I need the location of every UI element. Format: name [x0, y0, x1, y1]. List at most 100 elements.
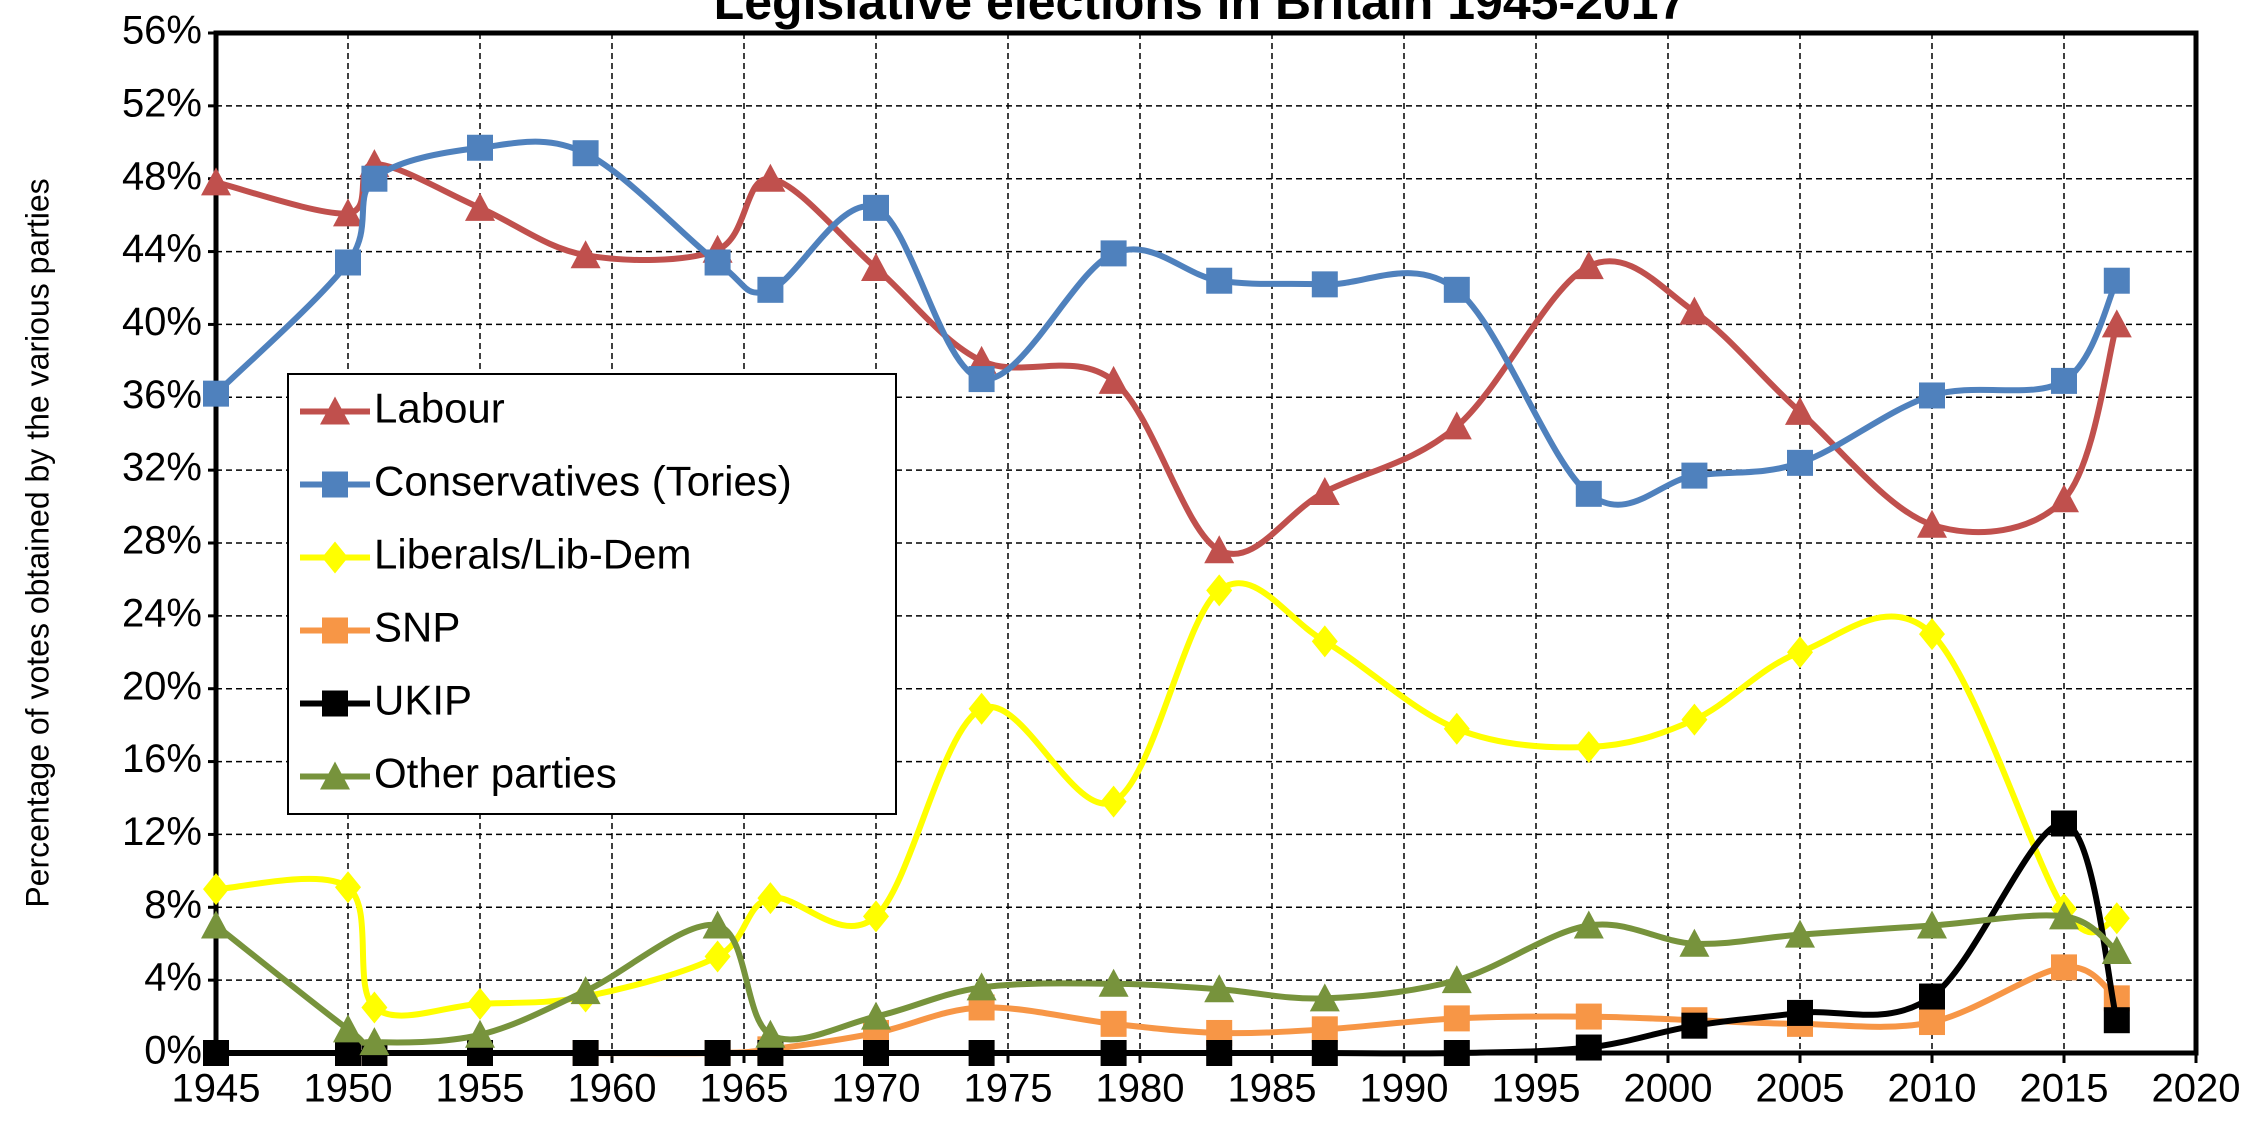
y-tick-label: 16%: [122, 737, 202, 781]
marker: [322, 617, 348, 644]
marker: [333, 1014, 363, 1043]
marker: [1204, 535, 1235, 564]
marker: [1575, 731, 1602, 763]
marker: [968, 366, 995, 393]
marker: [465, 192, 495, 221]
marker: [1917, 910, 1947, 939]
marker: [966, 972, 997, 1001]
marker: [1917, 509, 1947, 538]
marker: [1100, 1040, 1127, 1066]
marker: [201, 167, 231, 196]
marker: [1206, 1040, 1233, 1066]
marker: [361, 165, 388, 192]
x-tick-label: 1945: [172, 1067, 261, 1111]
marker: [1919, 618, 1945, 651]
marker: [1681, 462, 1708, 489]
marker: [1100, 240, 1127, 267]
marker: [572, 1040, 599, 1066]
series: [203, 574, 2130, 1024]
x-tick-label: 1995: [1492, 1067, 1581, 1111]
marker: [1573, 251, 1604, 280]
y-tick-label: 8%: [144, 883, 202, 927]
marker: [1575, 1003, 1602, 1030]
marker: [1785, 919, 1815, 948]
marker: [1443, 1005, 1470, 1032]
marker: [201, 910, 231, 939]
x-tick-label: 1955: [436, 1067, 525, 1111]
marker: [570, 976, 601, 1005]
marker: [1443, 712, 1470, 745]
y-tick-label: 56%: [122, 9, 202, 53]
marker: [359, 1027, 390, 1056]
chart-title: Legislative elections in Britain 1945-20…: [714, 0, 1687, 30]
marker: [863, 1040, 889, 1066]
marker: [361, 991, 388, 1024]
marker: [702, 910, 733, 939]
y-tick-label: 48%: [122, 154, 202, 198]
marker: [1573, 910, 1604, 939]
legend-box: [287, 373, 897, 815]
marker: [2051, 810, 2077, 837]
marker: [1575, 480, 1602, 507]
marker: [1681, 1012, 1708, 1039]
marker: [2101, 936, 2132, 964]
marker: [1311, 1040, 1338, 1066]
marker: [863, 194, 889, 221]
y-tick-label: 52%: [122, 81, 202, 125]
x-tick-label: 1985: [1228, 1067, 1317, 1111]
y-axis-label: Percentage of votes obtained by the vari…: [19, 178, 55, 907]
series: [203, 810, 2130, 1066]
marker: [1919, 382, 1945, 409]
x-tick-label: 2015: [2020, 1067, 2109, 1111]
marker: [1787, 449, 1813, 476]
marker: [1679, 296, 1710, 325]
y-tick-label: 0%: [144, 1029, 202, 1073]
marker: [861, 252, 891, 281]
marker: [320, 761, 350, 790]
marker: [757, 882, 784, 915]
marker: [1443, 1040, 1470, 1066]
series-line: [216, 820, 2120, 1057]
legend-label: Labour: [374, 385, 505, 432]
legend-label: Conservatives (Tories): [374, 458, 792, 505]
x-tick-label: 2005: [1756, 1067, 1845, 1111]
marker: [333, 198, 363, 227]
x-tick-label: 1960: [568, 1067, 657, 1111]
legend-label: Other parties: [374, 750, 617, 797]
marker: [1204, 974, 1235, 1003]
marker: [322, 541, 348, 574]
legend: Labour Conservatives (Tories) Liberals/Lib…: [287, 373, 897, 815]
marker: [1681, 703, 1708, 736]
marker: [1441, 965, 1472, 994]
marker: [322, 471, 348, 498]
marker: [1575, 1034, 1602, 1061]
marker: [968, 1040, 995, 1066]
marker: [704, 249, 731, 276]
x-tick-label: 1970: [832, 1067, 921, 1111]
marker: [2051, 954, 2077, 981]
series-line: [215, 161, 2120, 557]
marker: [335, 871, 361, 904]
marker: [467, 134, 493, 161]
marker: [2103, 902, 2130, 935]
marker: [1098, 968, 1129, 997]
y-tick-label: 24%: [122, 591, 202, 635]
marker: [2051, 367, 2077, 394]
marker: [757, 276, 784, 303]
y-tick-label: 44%: [122, 227, 202, 271]
marker: [1311, 625, 1338, 658]
marker: [203, 873, 229, 906]
marker: [755, 163, 786, 192]
marker: [1679, 928, 1710, 957]
y-tick-label: 40%: [122, 300, 202, 344]
marker: [704, 1040, 731, 1066]
marker: [968, 692, 995, 725]
x-tick-label: 2020: [2152, 1067, 2241, 1111]
marker: [1100, 785, 1127, 818]
x-tick-label: 2010: [1888, 1067, 1977, 1111]
marker: [704, 940, 731, 973]
marker: [1919, 983, 1945, 1010]
legend-label: UKIP: [374, 677, 472, 724]
